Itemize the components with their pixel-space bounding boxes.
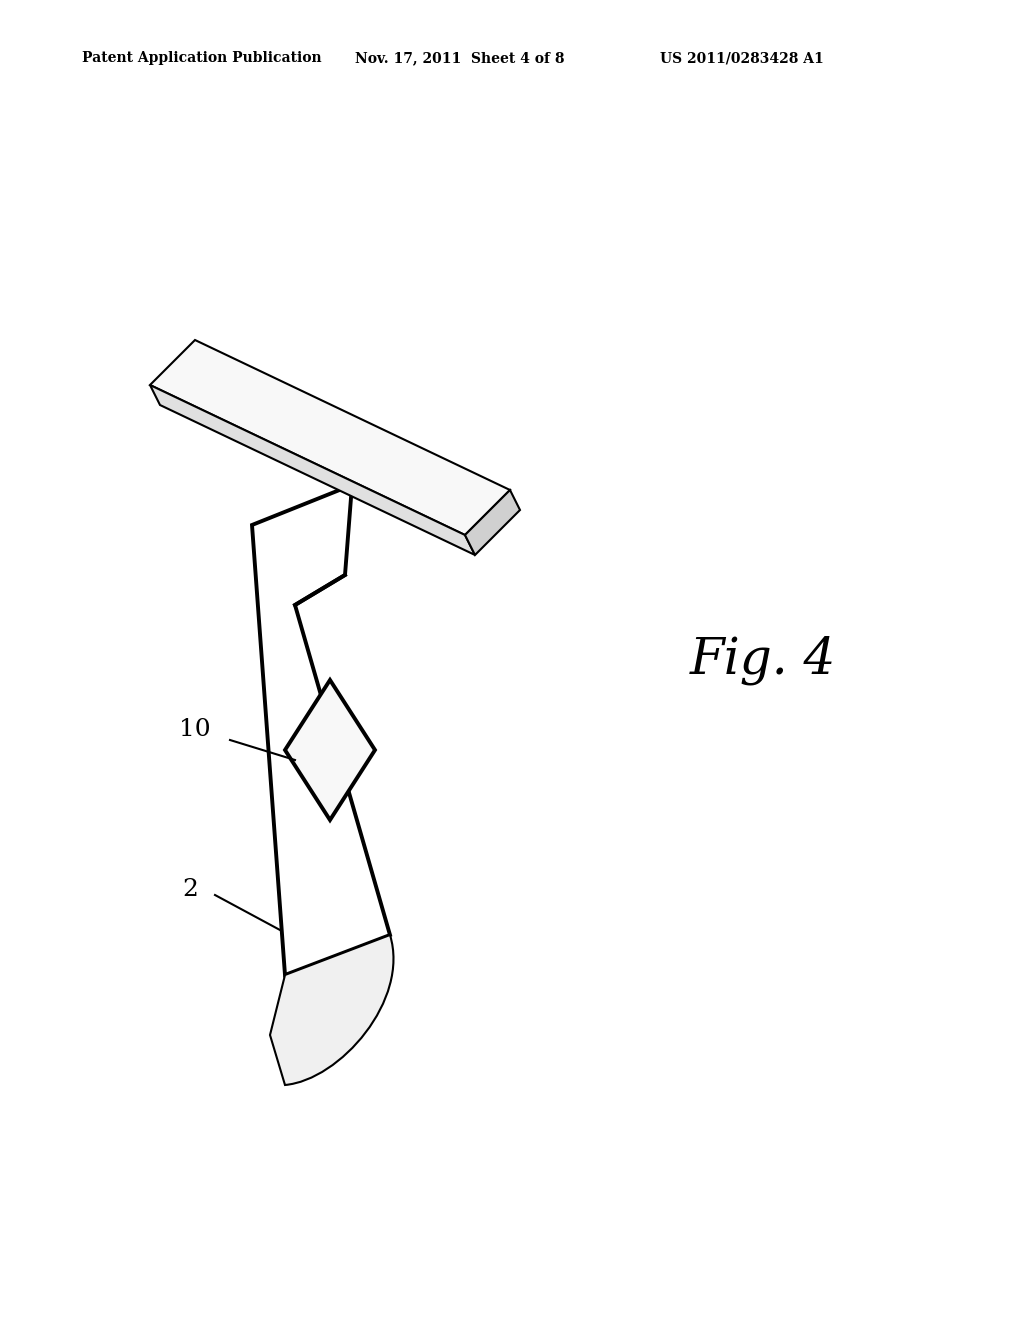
Polygon shape bbox=[252, 484, 390, 975]
Polygon shape bbox=[285, 680, 375, 820]
Polygon shape bbox=[150, 385, 475, 554]
Text: 10: 10 bbox=[179, 718, 211, 742]
Text: 2: 2 bbox=[182, 879, 198, 902]
Text: Patent Application Publication: Patent Application Publication bbox=[82, 51, 322, 65]
Text: Fig. 4: Fig. 4 bbox=[690, 635, 837, 685]
PathPatch shape bbox=[270, 935, 393, 1085]
Text: US 2011/0283428 A1: US 2011/0283428 A1 bbox=[660, 51, 823, 65]
Polygon shape bbox=[150, 341, 510, 535]
Text: Nov. 17, 2011  Sheet 4 of 8: Nov. 17, 2011 Sheet 4 of 8 bbox=[355, 51, 564, 65]
Polygon shape bbox=[465, 490, 520, 554]
